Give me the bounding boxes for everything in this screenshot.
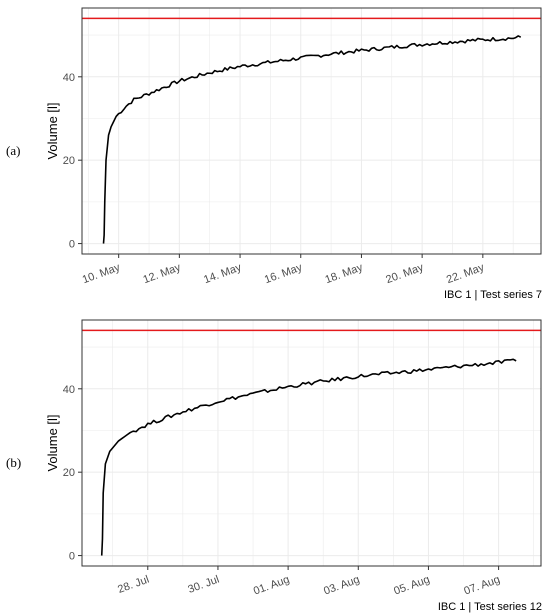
x-axis-ticks: 28. Jul 30. Jul 01. Aug 03. Aug 05. Aug 07. A…: [116, 566, 502, 598]
x-tick-label: 03. Aug: [322, 574, 361, 598]
y-axis-ticks: 0 20 40: [63, 384, 82, 563]
x-tick-label: 20. May: [384, 261, 425, 286]
x-tick-label: 07. Aug: [462, 574, 501, 598]
x-tick-label: 16. May: [263, 261, 304, 286]
y-tick-label: 20: [63, 467, 75, 479]
horizontal-gridlines: [82, 346, 541, 557]
y-tick-label: 40: [63, 384, 75, 396]
chart-panel-a: 0 20 40 10. May 12. May 14. May 16. May 18. Ma…: [6, 7, 542, 301]
x-tick-label: 10. May: [81, 261, 122, 286]
vertical-gridlines: [112, 320, 534, 566]
y-tick-label: 40: [63, 72, 75, 84]
volume-series-line: [102, 35, 522, 244]
y-axis-title: Volume [l]: [45, 102, 60, 159]
plot-border: [81, 7, 542, 255]
x-tick-label: 01. Aug: [252, 574, 291, 598]
y-tick-label: 0: [69, 551, 75, 563]
plot-border: [81, 319, 542, 567]
volume-series-line: [100, 358, 517, 556]
panel-label: (a): [6, 143, 20, 158]
y-tick-label: 20: [63, 155, 75, 167]
x-tick-label: 22. May: [445, 261, 486, 286]
x-tick-label: 30. Jul: [186, 574, 221, 596]
plot-background: [82, 8, 541, 254]
panel-label: (b): [6, 455, 21, 470]
x-tick-label: 28. Jul: [116, 574, 151, 596]
x-tick-label: 05. Aug: [392, 574, 431, 598]
y-axis-ticks: 0 20 40: [63, 72, 82, 251]
y-axis-title: Volume [l]: [45, 414, 60, 471]
x-tick-label: 12. May: [142, 261, 183, 286]
x-tick-label: 14. May: [202, 261, 243, 286]
chart-panel-b: 0 20 40 28. Jul 30. Jul 01. Aug 03. Aug 05. Au…: [6, 319, 542, 613]
x-tick-label: 18. May: [324, 261, 365, 286]
chart-caption: IBC 1 | Test series 12: [438, 601, 542, 613]
y-tick-label: 0: [69, 239, 75, 251]
x-axis-ticks: 10. May 12. May 14. May 16. May 18. May 20. M…: [81, 254, 486, 286]
horizontal-gridlines: [82, 34, 541, 245]
plot-background: [82, 320, 541, 566]
vertical-gridlines: [88, 8, 514, 254]
chart-caption: IBC 1 | Test series 7: [444, 289, 542, 301]
